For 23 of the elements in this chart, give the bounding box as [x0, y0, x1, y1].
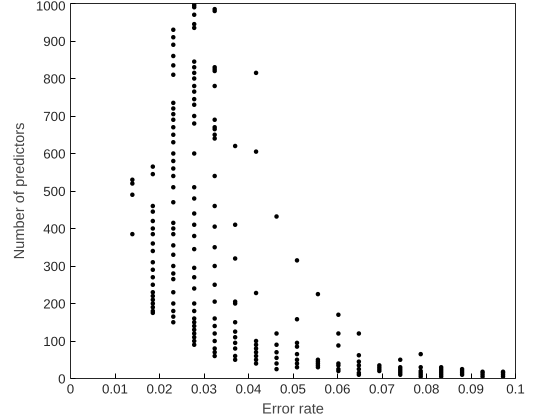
x-axis-title: Error rate [262, 402, 324, 418]
x-tick-label: 0.04 [236, 382, 262, 396]
y-tick-label: 900 [43, 34, 66, 49]
x-tick-label: 0.03 [191, 382, 217, 396]
x-tick-label: 0.02 [146, 382, 172, 396]
y-tick-label: 700 [43, 109, 66, 124]
y-tick-label: 300 [43, 259, 66, 274]
x-tick-label: 0.07 [369, 382, 395, 396]
y-axis-title: Number of predictors [12, 122, 28, 260]
y-tick-label: 800 [43, 72, 66, 86]
y-tick-label: 200 [43, 296, 66, 312]
x-tick-label: 0.08 [414, 382, 440, 396]
y-tick-label: 100 [43, 334, 66, 349]
x-tick-label: 0.06 [324, 382, 350, 396]
y-tick-label: 400 [43, 222, 66, 236]
x-tick-label: 0.09 [458, 382, 484, 396]
y-tick-label: 1000 [36, 0, 66, 14]
x-tick-label: 0.1 [506, 382, 525, 396]
y-tick-label: 500 [43, 184, 66, 199]
x-tick-label: 0.01 [102, 382, 128, 396]
x-tick-label: 0.05 [280, 382, 306, 396]
y-tick-label: 600 [43, 146, 66, 162]
y-tick-label: 0 [58, 372, 66, 386]
